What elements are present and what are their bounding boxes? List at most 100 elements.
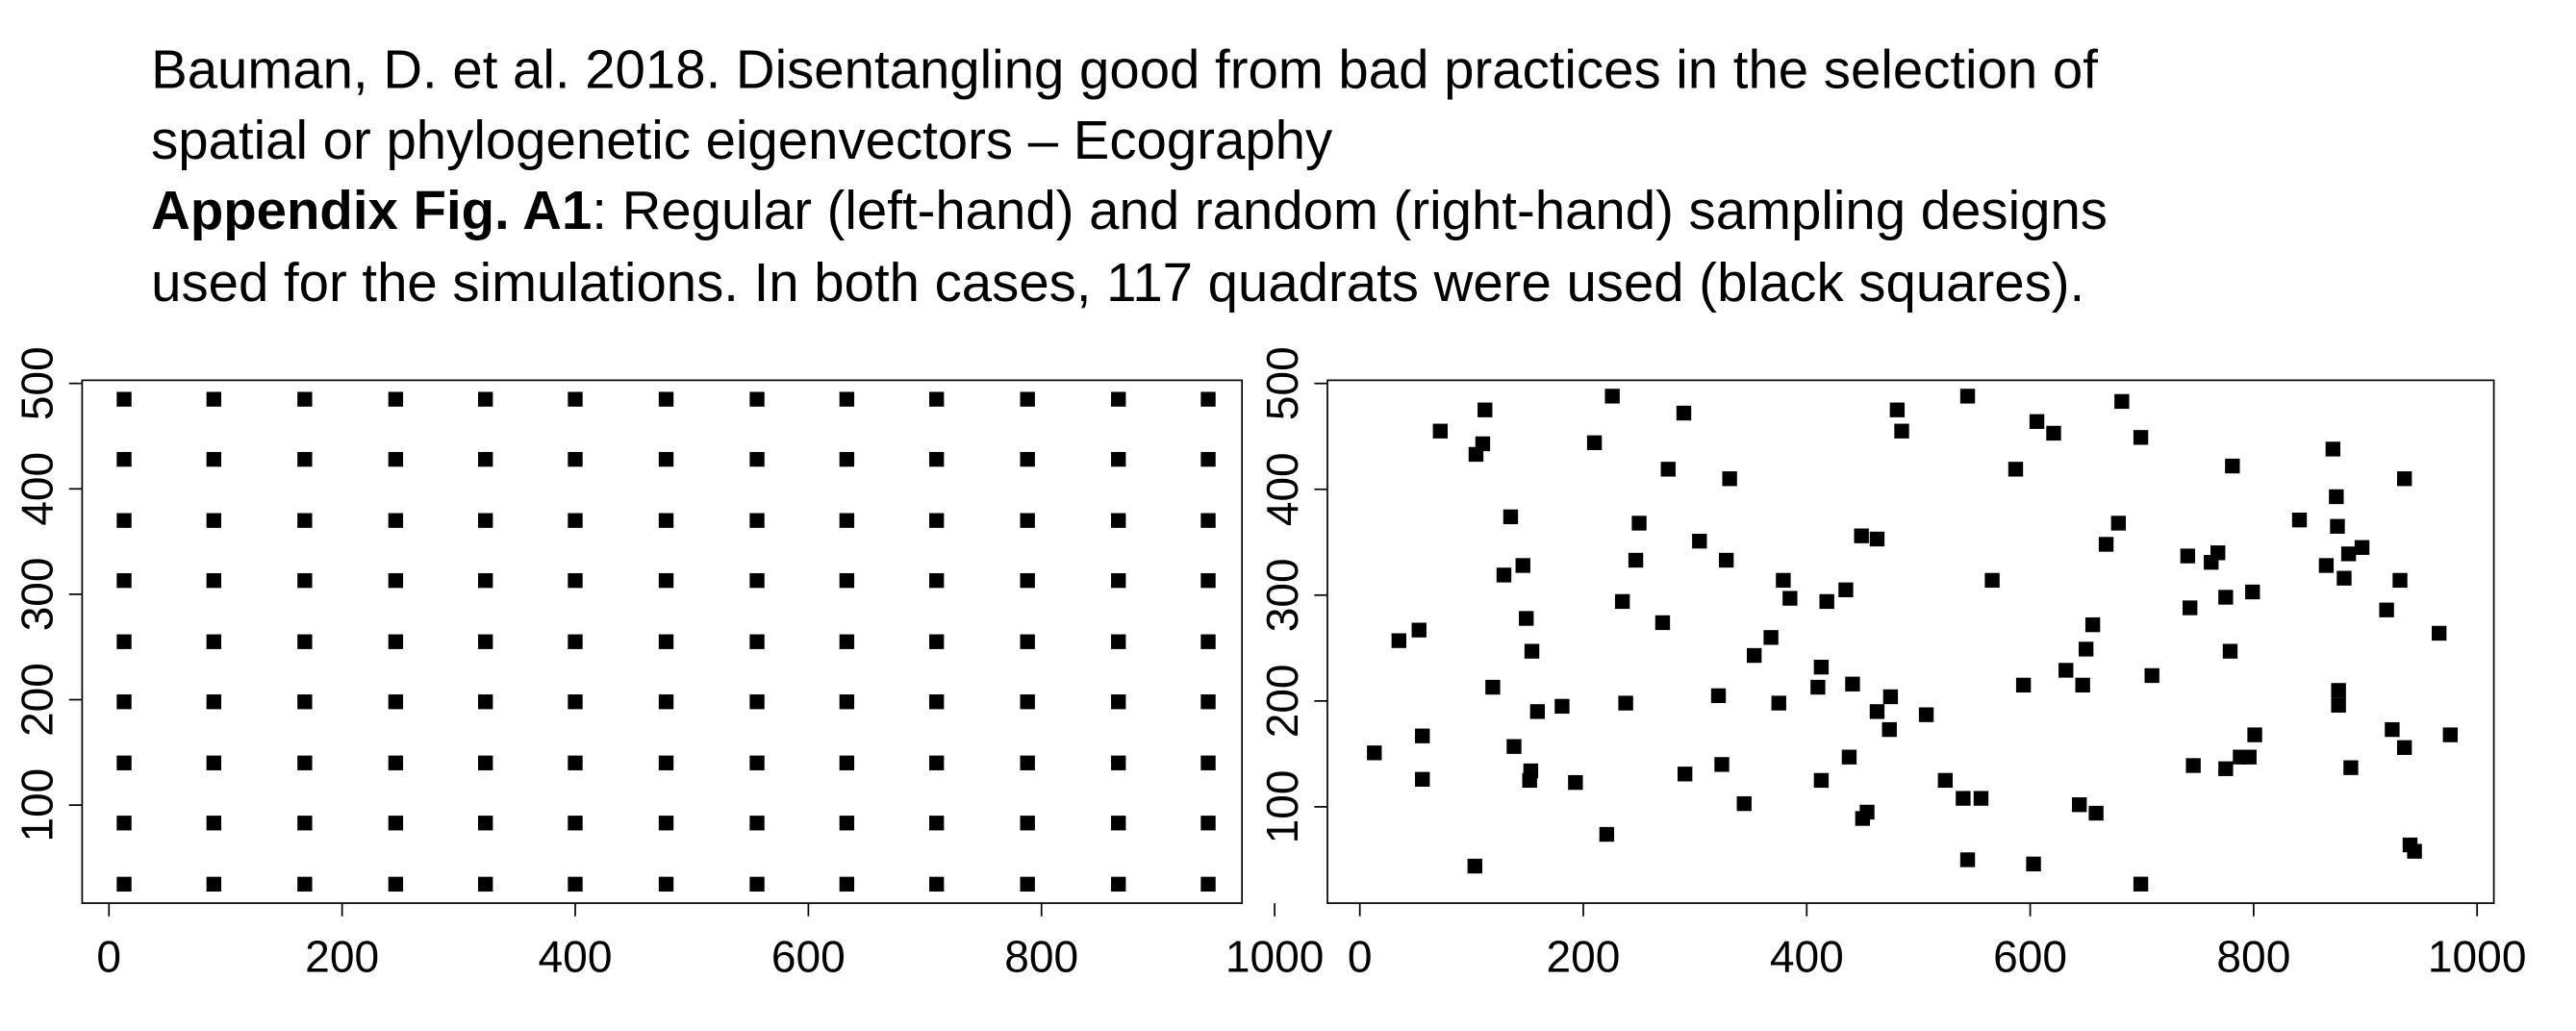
quadrat [1111,634,1126,649]
quadrat [568,513,583,528]
x-tick-label: 1000 [2428,932,2527,982]
quadrat [297,816,313,831]
quadrat [1859,804,1875,820]
x-tick-label: 600 [1993,932,2067,982]
quadrat [1984,572,2000,589]
quadrat [1776,572,1791,589]
x-tick-label: 200 [305,932,379,982]
quadrat [1200,513,1216,528]
quadrat [1937,772,1953,789]
quadrat [2008,462,2024,477]
quadrat [1692,534,1707,549]
quadrat [1568,774,1583,791]
quadrat [658,876,674,893]
quadrat [2098,537,2114,552]
quadrat [1722,471,1737,487]
quadrat [1200,816,1216,831]
quadrat [206,876,222,893]
quadrat [1111,391,1126,407]
quadrat [388,513,404,528]
quadrat [116,391,132,407]
quadrat [568,391,583,407]
quadrat [1020,634,1035,649]
quadrat [2071,797,2087,813]
quadrat [1515,558,1530,573]
quadrat [1020,451,1035,467]
quadrat [388,694,404,710]
quadrat [2204,555,2219,570]
quadrat [1475,436,1491,452]
x-tick-label: 800 [2216,932,2290,982]
quadrat [2078,641,2094,657]
quadrat [1411,622,1427,638]
quadrat [478,694,493,710]
quadrat [116,513,132,528]
quadrat [1554,698,1570,715]
quadrat [206,694,222,710]
plot-frame [81,379,1244,904]
quadrat [568,816,583,831]
quadrat [1391,633,1407,648]
quadrat [1841,749,1857,765]
quadrat [2241,749,2257,765]
quadrat [116,634,132,649]
quadrat [839,694,855,710]
quadrat [206,755,222,770]
quadrat [297,451,313,467]
caption-line: Appendix Fig. A1: Regular (left-hand) an… [151,180,2108,240]
quadrat [568,694,583,710]
quadrat [1889,402,1906,417]
quadrat [1881,721,1897,738]
quadrat [2075,677,2090,693]
x-tick-label: 600 [771,932,846,982]
quadrat [928,755,945,770]
quadrat [2029,414,2045,429]
quadrat [1747,647,1762,664]
quadrat [839,391,855,407]
quadrat [658,634,674,649]
quadrat [206,634,222,649]
quadrat [839,876,855,893]
quadrat [568,755,583,770]
quadrat [2015,677,2032,693]
quadrat [206,572,222,589]
quadrat [2088,805,2104,821]
y-tick-label: 200 [1257,664,1307,738]
quadrat [478,816,493,831]
x-tick-label: 0 [1348,932,1373,982]
quadrat [1813,772,1830,789]
quadrat [2291,512,2308,528]
quadrat [1631,516,1647,531]
quadrat [478,572,493,589]
quadrat [1200,451,1216,467]
quadrat [206,451,222,467]
quadrat [2114,393,2130,410]
quadrat [2396,471,2412,487]
quadrat [478,876,493,893]
x-tick-label: 400 [539,932,613,982]
quadrat [388,391,404,407]
quadrat [1020,816,1035,831]
quadrat [1618,695,1633,711]
quadrat [1628,552,1644,568]
quadrat [1111,755,1126,770]
quadrat [1200,694,1216,710]
quadrat [658,451,674,467]
quadrat [1020,391,1035,407]
quadrat [749,391,765,407]
quadrat [2058,663,2074,678]
quadrat [1854,528,1869,543]
quadrat [388,816,404,831]
x-tick-label: 800 [1004,932,1078,982]
quadrat [928,876,945,893]
quadrat [2336,570,2352,586]
quadrat [1869,531,1885,547]
quadrat [2084,616,2101,633]
quadrat [1771,695,1786,711]
quadrat [297,634,313,649]
quadrat [1367,745,1382,761]
quadrat [297,572,313,589]
quadrat [297,876,313,893]
quadrat [839,572,855,589]
